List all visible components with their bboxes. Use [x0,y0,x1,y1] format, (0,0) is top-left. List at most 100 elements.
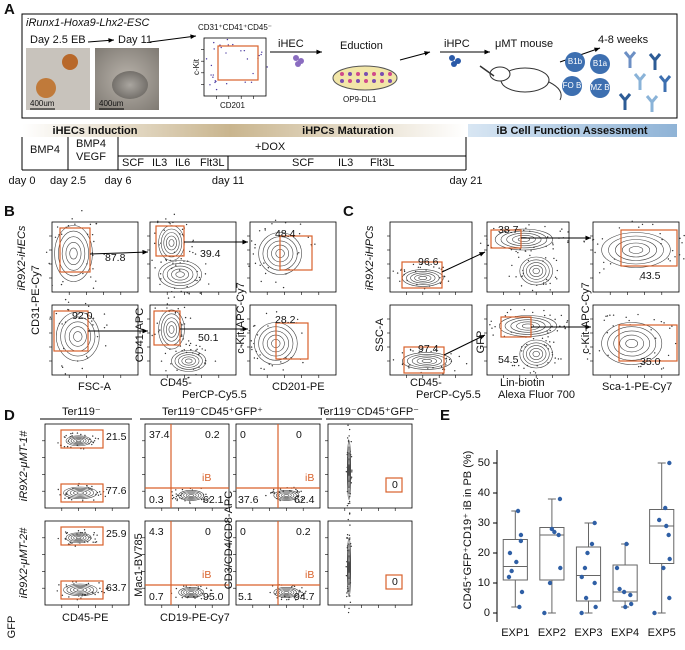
event-dot [284,222,287,224]
event-dot [64,531,67,533]
event-dot [639,278,641,280]
contour [414,274,432,282]
event-dot [296,489,298,492]
event-dot [528,224,530,226]
contour [532,350,540,358]
contour [519,339,553,369]
data-point [557,496,563,502]
event-dot [447,280,450,282]
event-dot [443,275,446,278]
event-dot [440,366,443,368]
gate-value: 0.2 [296,526,311,538]
event-dot [350,476,353,478]
syringe [479,65,495,77]
event-dot [487,244,490,247]
factor: BMP4 [76,138,106,150]
event-dot [104,495,107,498]
event-dot [660,320,663,323]
scale-bar: 400um [99,99,124,108]
event-dot [244,81,246,83]
contour [180,588,202,597]
y-tick-label: 20 [478,547,490,559]
gate [60,429,104,449]
event-dot [48,262,50,265]
event-dot [166,307,168,309]
gate-value: 63.7 [106,582,127,594]
contour [281,493,292,498]
gate-value: 35.0 [640,356,661,368]
contour [69,247,78,260]
contour [76,588,84,592]
axis-label: CD45-PE [62,612,108,624]
event-dot [525,227,527,229]
event-dot [45,251,48,253]
event-dot [68,596,70,598]
event-dot [250,340,253,342]
event-dot [166,303,169,305]
event-dot [84,302,87,305]
event-dot [184,316,187,319]
event-dot [401,352,404,354]
arrow-head [142,328,148,334]
contour [65,532,92,544]
event-dot [274,219,277,221]
event-dot [298,252,300,254]
event-dot [560,358,562,360]
gate-value: 21.5 [106,431,127,443]
event-dot [304,592,306,594]
arrow [149,35,197,43]
event-dot [301,499,303,501]
event-dot [92,435,94,437]
event-dot [300,490,302,493]
contour [160,228,183,258]
phase: iHECs Induction [53,125,138,137]
contour [60,316,96,357]
event-dot [213,41,215,44]
event-dot [181,335,183,338]
event-dot [448,358,451,361]
contour [178,354,200,368]
event-dot [64,373,67,375]
event-dot [164,352,167,355]
box [502,539,528,581]
factor: VEGF [76,151,106,163]
event-dot [504,315,507,317]
axis-label: PerCP-Cy5.5 [416,389,481,401]
event-dot [187,340,190,342]
gate-value: 28.2 [275,314,296,326]
contour [58,230,89,277]
event-dot [554,276,557,279]
event-dot [349,524,351,526]
event-dot [175,264,177,266]
contour [348,561,350,574]
data-point [661,565,666,571]
event-dot [557,358,560,360]
box [575,546,602,602]
axis-label: CD19-PE-Cy7 [160,612,230,624]
event-dot [171,497,174,500]
event-dot [299,590,301,593]
event-dot [240,50,242,52]
gate [59,227,91,273]
event-dot [185,585,187,587]
gate-value: 94.7 [294,591,315,603]
contour [168,239,175,247]
contour [418,276,428,280]
contour [521,323,535,329]
event-dot [434,349,437,351]
event-dot [552,244,554,246]
contour [526,345,547,363]
contour [347,537,351,597]
event-dot [67,301,70,304]
event-dot [57,537,59,540]
contour [347,452,351,489]
gate [153,310,181,346]
plot-frame [203,37,267,97]
event-dot [346,537,348,539]
data-point [656,517,662,523]
event-dot [94,437,97,439]
event-dot [173,496,175,499]
contour [183,492,200,499]
event-dot [458,355,460,358]
contour [73,331,83,342]
